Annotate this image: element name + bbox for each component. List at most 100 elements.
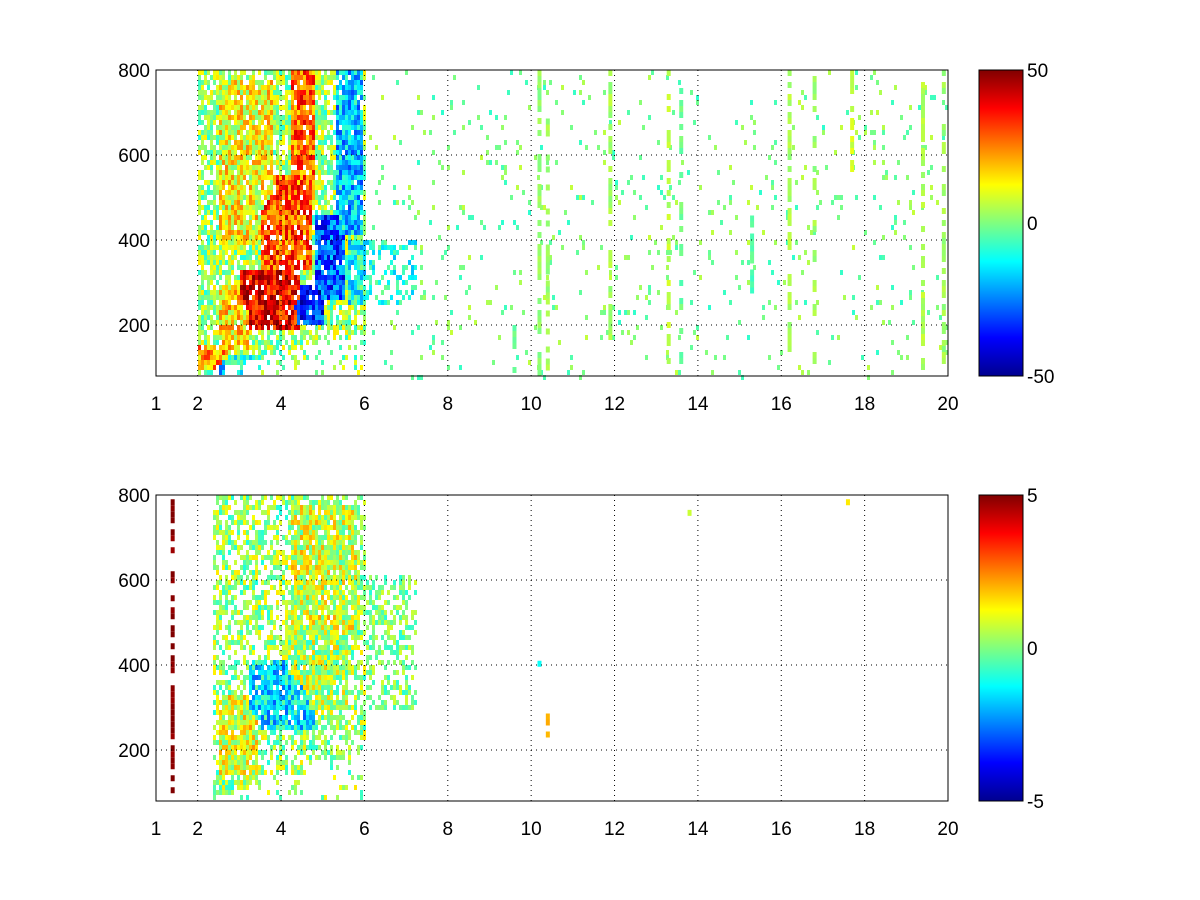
- heatmap-cell: [255, 335, 258, 340]
- heatmap-cell: [201, 275, 204, 280]
- heatmap-cell: [279, 90, 282, 95]
- heatmap-cell: [603, 305, 606, 310]
- heatmap-cell: [336, 125, 339, 130]
- heatmap-cell: [261, 735, 264, 740]
- heatmap-cell: [852, 310, 855, 315]
- heatmap-cell: [246, 340, 249, 345]
- heatmap-cell: [288, 160, 291, 165]
- heatmap-cell: [249, 130, 252, 135]
- heatmap-cell: [363, 170, 366, 175]
- heatmap-cell: [207, 360, 210, 365]
- heatmap-cell: [315, 125, 318, 130]
- heatmap-cell: [321, 370, 324, 375]
- heatmap-cell: [363, 290, 366, 295]
- heatmap-cell: [225, 745, 228, 750]
- heatmap-cell: [384, 360, 387, 365]
- heatmap-cell: [339, 130, 342, 135]
- heatmap-cell: [294, 640, 297, 645]
- heatmap-cell: [303, 540, 306, 545]
- heatmap-cell: [243, 620, 246, 625]
- heatmap-cell: [351, 200, 354, 205]
- heatmap-cell: [264, 230, 267, 235]
- heatmap-cell: [264, 305, 267, 310]
- heatmap-cell: [255, 165, 258, 170]
- heatmap-cell: [222, 75, 225, 80]
- heatmap-cell: [285, 720, 288, 725]
- heatmap-cell: [282, 735, 285, 740]
- heatmap-cell: [294, 265, 297, 270]
- heatmap-cell: [309, 160, 312, 165]
- heatmap-cell: [258, 615, 261, 620]
- heatmap-cell: [201, 175, 204, 180]
- heatmap-cell: [342, 355, 345, 360]
- heatmap-cell: [246, 735, 249, 740]
- heatmap-cell: [276, 755, 279, 760]
- heatmap-cell: [252, 295, 255, 300]
- heatmap-cell: [324, 290, 327, 295]
- heatmap-cell: [228, 690, 231, 695]
- heatmap-cell: [318, 285, 321, 290]
- heatmap-cell: [327, 100, 330, 105]
- heatmap-cell: [204, 230, 207, 235]
- heatmap-cell: [210, 130, 213, 135]
- heatmap-cell: [642, 175, 645, 180]
- heatmap-cell: [318, 240, 321, 245]
- heatmap-cell: [231, 265, 234, 270]
- heatmap-cell: [333, 305, 336, 310]
- heatmap-cell: [285, 600, 288, 605]
- heatmap-cell: [237, 200, 240, 205]
- heatmap-cell: [273, 95, 276, 100]
- heatmap-cell: [201, 220, 204, 225]
- heatmap-cell: [303, 710, 306, 715]
- heatmap-cell: [327, 75, 330, 80]
- heatmap-cell: [303, 75, 306, 80]
- heatmap-cell: [285, 85, 288, 90]
- heatmap-cell: [360, 110, 363, 115]
- heatmap-cell: [453, 130, 456, 135]
- heatmap-cell: [276, 225, 279, 230]
- heatmap-cell: [219, 250, 222, 255]
- heatmap-cell: [210, 300, 213, 305]
- heatmap-cell: [504, 305, 507, 310]
- heatmap-cell: [303, 180, 306, 185]
- heatmap-cell: [237, 570, 240, 575]
- heatmap-cell: [354, 255, 357, 260]
- heatmap-cell: [237, 245, 240, 250]
- heatmap-cell: [327, 320, 330, 325]
- heatmap-cell: [228, 245, 231, 250]
- heatmap-cell: [273, 585, 276, 590]
- heatmap-cell: [312, 135, 315, 140]
- heatmap-cell: [198, 75, 201, 80]
- heatmap-cell: [234, 305, 237, 310]
- heatmap-cell: [945, 340, 948, 345]
- streak-cell: [812, 286, 817, 292]
- heatmap-cell: [264, 525, 267, 530]
- heatmap-cell: [297, 360, 300, 365]
- heatmap-cell: [867, 365, 870, 370]
- heatmap-cell: [240, 305, 243, 310]
- heatmap-cell: [297, 630, 300, 635]
- streak-cell: [537, 256, 542, 262]
- heatmap-cell: [360, 170, 363, 175]
- heatmap-cell: [357, 370, 360, 375]
- heatmap-cell: [216, 500, 219, 505]
- heatmap-cell: [348, 150, 351, 155]
- heatmap-cell: [714, 355, 717, 360]
- heatmap-cell: [306, 100, 309, 105]
- heatmap-cell: [579, 290, 582, 295]
- heatmap-cell: [303, 690, 306, 695]
- heatmap-cell: [210, 125, 213, 130]
- heatmap-cell: [225, 215, 228, 220]
- heatmap-cell: [237, 85, 240, 90]
- heatmap-cell: [432, 115, 435, 120]
- heatmap-cell: [267, 195, 270, 200]
- heatmap-cell: [246, 290, 249, 295]
- heatmap-cell: [267, 260, 270, 265]
- streak-cell: [787, 208, 792, 214]
- heatmap-cell: [243, 745, 246, 750]
- heatmap-cell: [291, 190, 294, 195]
- heatmap-cell: [294, 550, 297, 555]
- heatmap-cell: [891, 100, 894, 105]
- streak-cell: [787, 100, 792, 106]
- heatmap-cell: [402, 270, 405, 275]
